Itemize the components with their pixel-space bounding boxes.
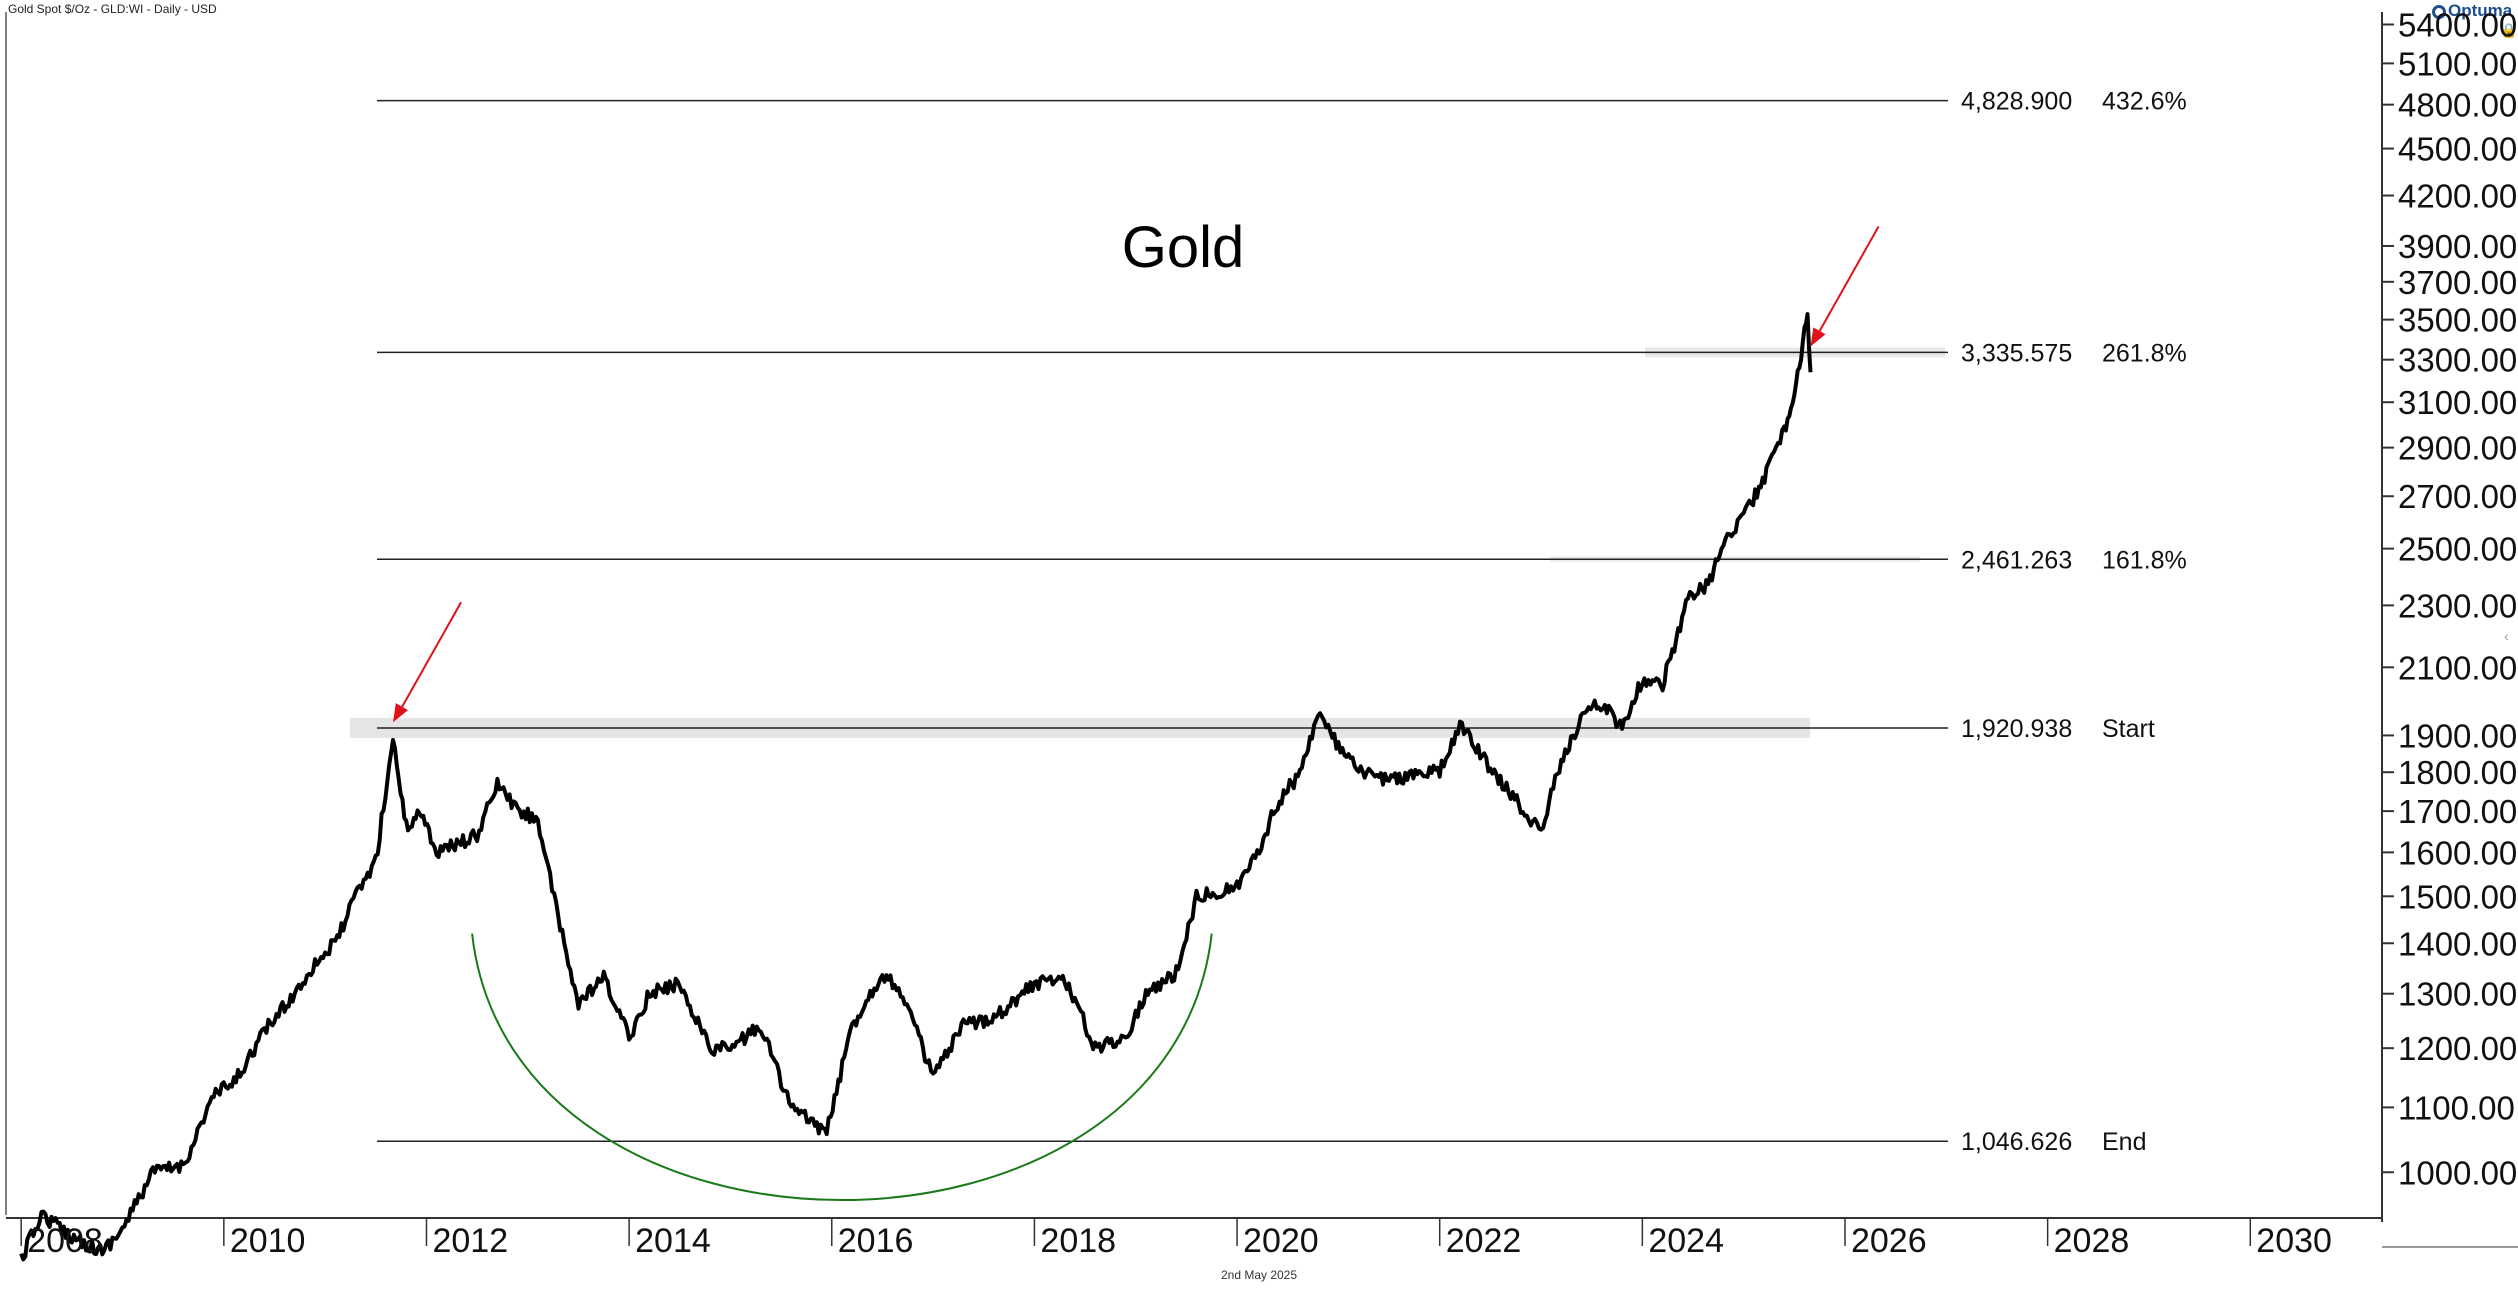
y-tick-label: 1700.00	[2398, 793, 2517, 830]
saucer-arc	[471, 933, 1213, 1202]
red-arrow-head	[1810, 327, 1826, 347]
y-tick-label: 5100.00	[2398, 45, 2517, 82]
price-layer	[19, 312, 1813, 1262]
y-tick-label: 5400.00	[2398, 6, 2517, 43]
fib-highlight-bands	[350, 347, 1945, 738]
x-tick-label: 2026	[1851, 1222, 1927, 1260]
y-tick-label: 4200.00	[2398, 178, 2517, 215]
y-tick-label: 2100.00	[2398, 649, 2517, 686]
optuma-logo: Optuma	[2432, 1, 2512, 21]
x-tick-label: 2016	[838, 1222, 914, 1260]
fib-price-label: 2,461.263	[1961, 546, 2072, 574]
fib-labels: 4,828.900 432.6% 3,335.575 261.8% 2,461.263 1…	[1961, 88, 2187, 1157]
x-tick-label: 2028	[2054, 1222, 2130, 1260]
y-tick-label: 3100.00	[2398, 384, 2517, 421]
optuma-logo-text: Optuma	[2448, 1, 2513, 20]
x-tick-label: 2012	[432, 1222, 508, 1260]
x-tick-label: 2010	[230, 1222, 306, 1260]
fib-percent-label: 161.8%	[2102, 546, 2187, 574]
x-tick-label: 2024	[1648, 1222, 1724, 1260]
y-tick-label: 1600.00	[2398, 834, 2517, 871]
y-tick-label: 2900.00	[2398, 430, 2517, 467]
fib-percent-label: 432.6%	[2102, 88, 2187, 116]
y-tick-label: 1200.00	[2398, 1030, 2517, 1067]
y-tick-label: 3500.00	[2398, 302, 2517, 339]
chart-header-label: Gold Spot $/Oz - GLD:WI - Daily - USD	[8, 2, 217, 16]
y-tick-label: 2700.00	[2398, 478, 2517, 515]
collapse-panel-icon[interactable]: ‹	[2504, 628, 2509, 644]
optuma-logo-icon	[2432, 5, 2446, 19]
y-tick-label: 3700.00	[2398, 264, 2517, 301]
fib-percent-label: Start	[2102, 715, 2155, 743]
lock-icon[interactable]: 🔒	[2500, 22, 2518, 38]
y-tick-label: 1100.00	[2398, 1089, 2515, 1126]
y-tick-label: 1500.00	[2398, 878, 2517, 915]
y-tick-label: 3300.00	[2398, 342, 2517, 379]
red-arrow-shaft	[398, 601, 462, 713]
x-tick-label: 2020	[1243, 1222, 1319, 1260]
annotation-layer	[393, 225, 1880, 1202]
fib-percent-label: 261.8%	[2102, 339, 2187, 367]
fib-price-label: 4,828.900	[1961, 88, 2072, 116]
x-tick-label: 2014	[635, 1222, 711, 1260]
y-tick-label: 1900.00	[2398, 717, 2517, 754]
chart-title: Gold	[1122, 215, 1245, 280]
y-tick-label: 1300.00	[2398, 976, 2517, 1013]
fib-price-label: 1,046.626	[1961, 1128, 2072, 1156]
red-arrow-shaft	[1815, 225, 1880, 337]
x-tick-label: 2022	[1446, 1222, 1522, 1260]
red-arrow-head	[393, 703, 409, 723]
fib-price-label: 3,335.575	[1961, 339, 2072, 367]
x-axis-ticks: 2008 2010 2012 2014 2016 2018 2020 2022 2024 2026…	[20, 1218, 2332, 1260]
x-tick-label: 2030	[2256, 1222, 2332, 1260]
y-tick-label: 1000.00	[2398, 1154, 2517, 1191]
x-tick-label: 2008	[27, 1222, 103, 1260]
fib-price-label: 1,920.938	[1961, 715, 2072, 743]
y-tick-label: 4500.00	[2398, 131, 2517, 168]
fib-lines	[377, 99, 1948, 1142]
y-tick-label: 4800.00	[2398, 87, 2517, 124]
gold-price-line	[19, 312, 1813, 1262]
y-tick-label: 1400.00	[2398, 925, 2517, 962]
y-tick-label: 1800.00	[2398, 754, 2517, 791]
y-tick-label: 2300.00	[2398, 587, 2517, 624]
footer-date: 2nd May 2025	[1220, 1268, 1298, 1282]
fib-percent-label: End	[2102, 1128, 2146, 1156]
x-tick-label: 2018	[1040, 1222, 1116, 1260]
y-tick-label: 3900.00	[2398, 228, 2517, 265]
y-tick-label: 2500.00	[2398, 531, 2517, 568]
